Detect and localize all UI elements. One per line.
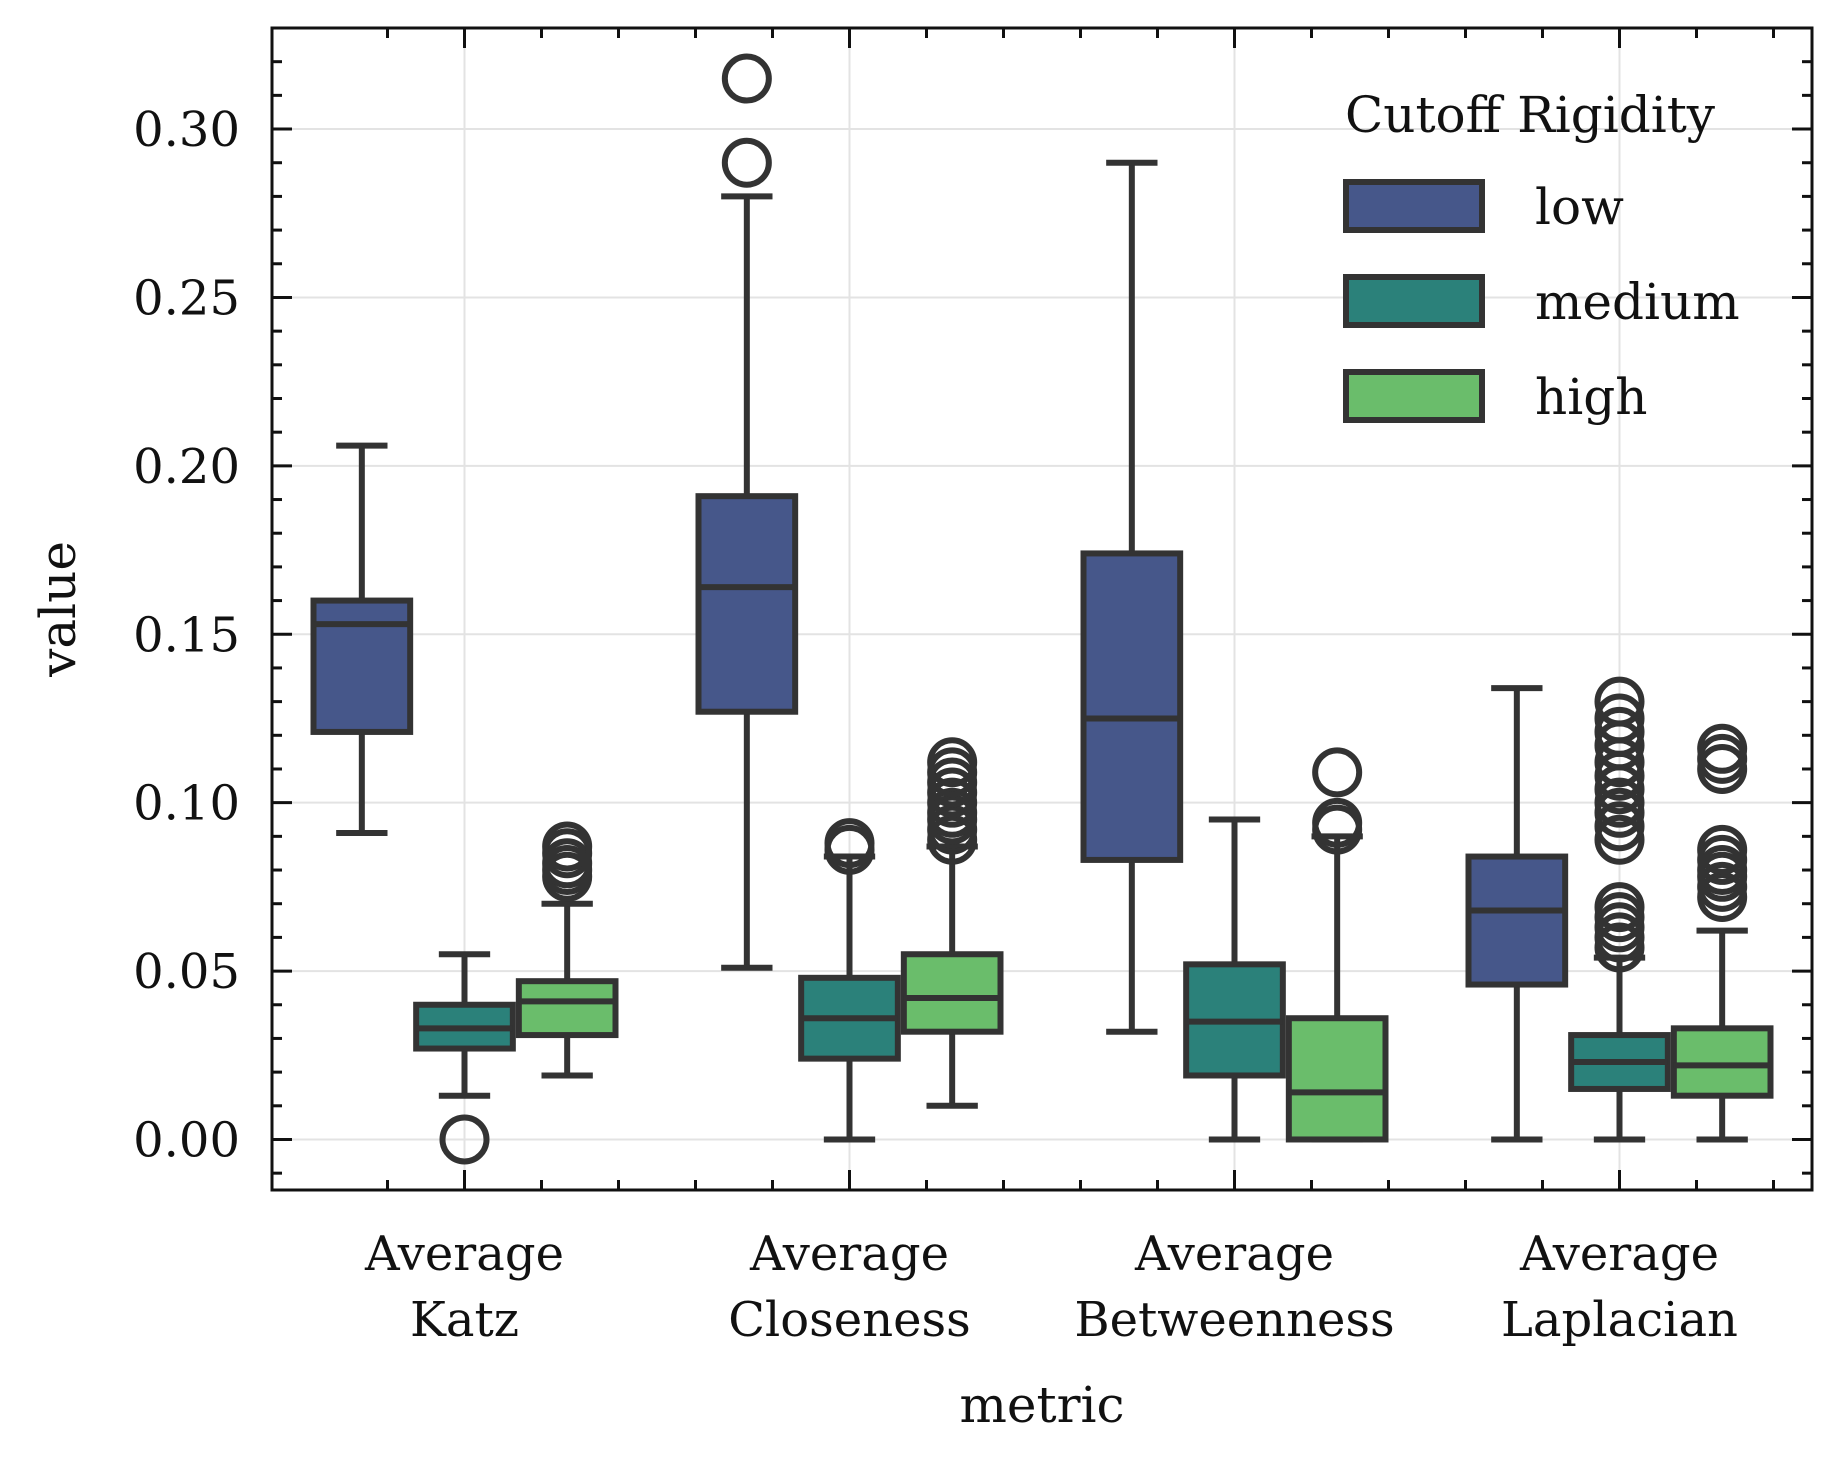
iqr-box bbox=[515, 978, 619, 1039]
series-medium bbox=[413, 676, 1671, 1165]
outlier-point bbox=[1312, 797, 1363, 848]
iqr-box bbox=[1670, 1025, 1774, 1099]
series-high bbox=[515, 723, 1774, 1143]
box-medium[interactable] bbox=[1568, 676, 1671, 1143]
iqr-box bbox=[1080, 550, 1184, 863]
outlier-point bbox=[542, 821, 593, 872]
legend-item-high[interactable]: high bbox=[1343, 368, 1647, 426]
x-tick-label-line: Average bbox=[1134, 1226, 1334, 1282]
outlier-point bbox=[1594, 706, 1645, 757]
plot-frame bbox=[270, 26, 1814, 1192]
box-medium[interactable] bbox=[413, 951, 516, 1165]
box-low[interactable] bbox=[1080, 159, 1184, 1035]
outlier-point bbox=[721, 137, 772, 188]
outlier-point bbox=[721, 53, 772, 104]
outlier-point bbox=[1594, 882, 1645, 933]
y-tick-label: 0.05 bbox=[133, 944, 240, 1000]
legend-swatch bbox=[1343, 179, 1485, 233]
x-tick-label-line: Betweenness bbox=[1074, 1292, 1394, 1348]
x-tick-label: Average Closeness bbox=[728, 1226, 971, 1348]
box-low[interactable] bbox=[1465, 685, 1569, 1143]
legend-item-low[interactable]: low bbox=[1343, 178, 1624, 236]
y-tick-label: 0.20 bbox=[133, 439, 240, 495]
x-tick-label-line: Average bbox=[364, 1226, 564, 1282]
box-low[interactable] bbox=[695, 53, 799, 971]
legend-item-medium[interactable]: medium bbox=[1343, 273, 1740, 331]
legend-label: low bbox=[1535, 178, 1624, 236]
outlier-point bbox=[1594, 814, 1645, 865]
outlier-point bbox=[1697, 824, 1748, 875]
box-series bbox=[310, 53, 1774, 1165]
outlier-point bbox=[439, 1114, 490, 1165]
x-tick-label-line: Average bbox=[1519, 1226, 1719, 1282]
outlier-point bbox=[1594, 777, 1645, 828]
x-tick-label-line: Average bbox=[749, 1226, 949, 1282]
outlier-point bbox=[1594, 676, 1645, 727]
outlier-point bbox=[1594, 801, 1645, 852]
iqr-box bbox=[1465, 853, 1569, 988]
legend[interactable]: Cutoff Rigidity low medium high bbox=[1343, 86, 1740, 426]
x-tick-label: Average Katz bbox=[364, 1226, 564, 1348]
x-tick-label-line: Katz bbox=[410, 1292, 519, 1348]
outlier-point bbox=[1594, 693, 1645, 744]
y-axis-title: value bbox=[29, 541, 87, 678]
iqr-box bbox=[310, 597, 414, 735]
box-low[interactable] bbox=[310, 442, 414, 836]
legend-swatch bbox=[1343, 369, 1485, 423]
x-tick-label-line: Closeness bbox=[728, 1292, 971, 1348]
x-tick-label: Average Laplacian bbox=[1501, 1226, 1738, 1348]
outlier-point bbox=[927, 737, 978, 788]
box-high[interactable] bbox=[515, 821, 619, 1079]
box-medium[interactable] bbox=[798, 818, 901, 1143]
y-tick-label: 0.10 bbox=[133, 776, 240, 832]
y-tick-label: 0.15 bbox=[133, 607, 240, 663]
y-tick-label: 0.00 bbox=[133, 1112, 240, 1168]
x-tick-label-line: Laplacian bbox=[1501, 1292, 1738, 1348]
box-high[interactable] bbox=[900, 737, 1004, 1109]
legend-title: Cutoff Rigidity bbox=[1345, 86, 1716, 144]
outlier-point bbox=[824, 818, 875, 869]
y-tick-label: 0.25 bbox=[133, 270, 240, 326]
legend-label: medium bbox=[1535, 273, 1740, 331]
y-tick-label: 0.30 bbox=[133, 102, 240, 158]
iqr-box bbox=[1285, 1015, 1389, 1143]
box-high[interactable] bbox=[1670, 723, 1774, 1143]
series-low bbox=[310, 53, 1569, 1143]
box-medium[interactable] bbox=[1183, 816, 1286, 1143]
legend-label: high bbox=[1535, 368, 1647, 426]
legend-swatch bbox=[1343, 274, 1485, 328]
iqr-box bbox=[695, 493, 799, 715]
axis-ticks bbox=[272, 26, 1812, 1190]
outlier-point bbox=[1697, 723, 1748, 774]
box-high[interactable] bbox=[1285, 747, 1389, 1143]
outlier-point bbox=[1697, 733, 1748, 784]
x-tick-label: Average Betweenness bbox=[1074, 1226, 1394, 1348]
outlier-point bbox=[1312, 747, 1363, 798]
iqr-box bbox=[900, 951, 1004, 1035]
x-axis-title: metric bbox=[960, 1376, 1125, 1434]
